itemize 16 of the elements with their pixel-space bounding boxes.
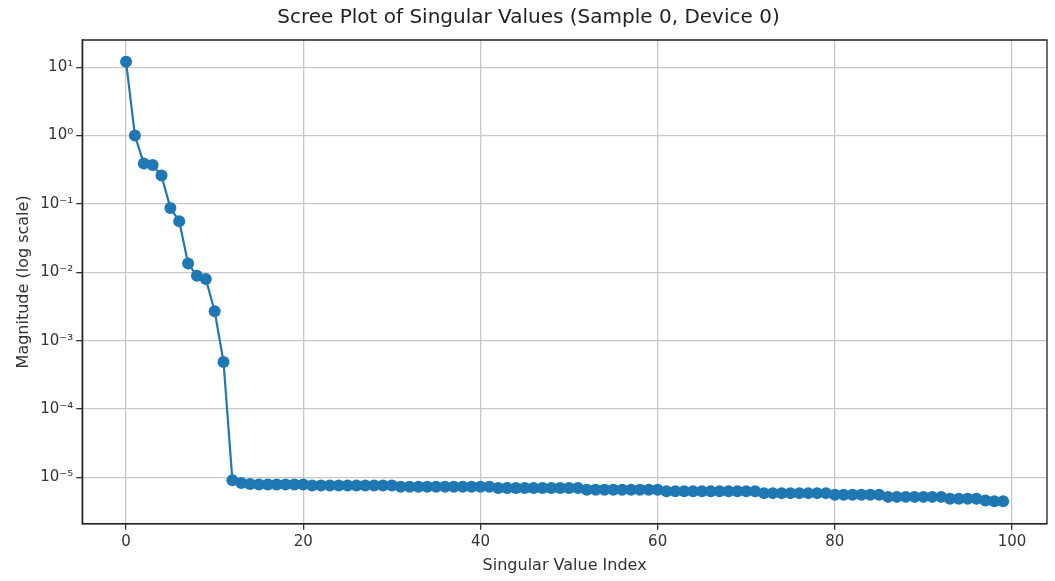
y-axis-title: Magnitude (log scale) [12,195,32,369]
x-tick-label: 60 [648,531,668,550]
y-tick-label: 10⁻³ [40,330,74,349]
y-tick-label: 10¹ [48,57,74,76]
x-axis-title: Singular Value Index [482,554,647,574]
y-tick-label: 10⁻² [40,262,74,281]
y-tick-label: 10⁻⁵ [40,467,74,486]
x-tick-label: 0 [121,531,131,550]
x-tick-label: 20 [293,531,313,550]
y-tick-label: 10⁰ [48,125,74,144]
x-tick-label: 80 [825,531,845,550]
x-tick-label: 100 [997,531,1027,550]
x-tick-label: 40 [470,531,490,550]
y-tick-label: 10⁻¹ [40,193,74,212]
y-tick-label: 10⁻⁴ [40,398,74,417]
chart-title: Scree Plot of Singular Values (Sample 0, Device 0) [277,4,780,29]
